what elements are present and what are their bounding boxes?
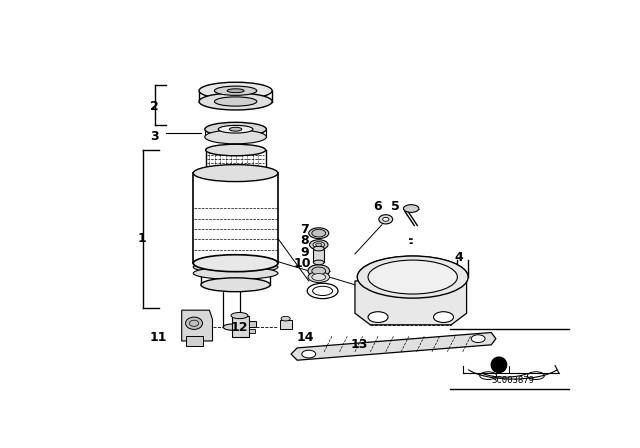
Polygon shape	[291, 332, 496, 360]
Bar	[280, 320, 292, 329]
Ellipse shape	[193, 267, 278, 280]
Ellipse shape	[312, 267, 326, 275]
Ellipse shape	[383, 217, 389, 221]
Text: 12: 12	[230, 321, 248, 334]
Ellipse shape	[357, 256, 468, 298]
Ellipse shape	[193, 261, 278, 273]
Ellipse shape	[193, 255, 278, 271]
Text: 2: 2	[150, 99, 159, 112]
Ellipse shape	[218, 125, 253, 133]
Bar	[232, 315, 249, 337]
Ellipse shape	[201, 278, 270, 292]
Text: 3C003879: 3C003879	[492, 376, 534, 385]
Polygon shape	[182, 310, 212, 341]
Ellipse shape	[308, 265, 330, 277]
Ellipse shape	[186, 317, 202, 329]
Text: 13: 13	[350, 338, 367, 351]
Ellipse shape	[281, 316, 291, 321]
Text: 5: 5	[390, 200, 399, 213]
Ellipse shape	[368, 260, 458, 294]
Circle shape	[492, 357, 507, 373]
Ellipse shape	[223, 324, 240, 330]
Ellipse shape	[227, 89, 244, 93]
Text: 14: 14	[296, 331, 314, 344]
Ellipse shape	[313, 241, 324, 248]
Ellipse shape	[231, 144, 240, 148]
Ellipse shape	[308, 228, 329, 238]
Bar	[249, 321, 257, 327]
Ellipse shape	[214, 86, 257, 95]
Text: 3: 3	[150, 130, 159, 143]
Ellipse shape	[199, 82, 272, 99]
Ellipse shape	[193, 165, 278, 181]
Bar	[314, 249, 324, 263]
Text: 1: 1	[138, 232, 146, 245]
Ellipse shape	[302, 350, 316, 358]
Ellipse shape	[231, 313, 248, 319]
Text: 10: 10	[294, 258, 311, 271]
Ellipse shape	[403, 205, 419, 212]
Bar	[186, 336, 204, 345]
Ellipse shape	[312, 274, 326, 280]
Text: 8: 8	[301, 234, 309, 247]
Ellipse shape	[214, 97, 257, 106]
Ellipse shape	[310, 240, 328, 250]
Text: 6: 6	[374, 200, 382, 213]
Bar	[249, 329, 255, 333]
Ellipse shape	[471, 335, 485, 343]
Ellipse shape	[314, 260, 324, 265]
Text: 11: 11	[150, 331, 167, 344]
Text: 4: 4	[454, 251, 463, 264]
Text: 9: 9	[301, 246, 309, 259]
Ellipse shape	[205, 168, 266, 179]
Ellipse shape	[205, 130, 266, 144]
Ellipse shape	[205, 122, 266, 136]
Polygon shape	[355, 281, 467, 325]
Ellipse shape	[308, 271, 330, 282]
Ellipse shape	[368, 312, 388, 323]
Text: 7: 7	[301, 223, 309, 236]
Ellipse shape	[205, 144, 266, 156]
Ellipse shape	[433, 312, 454, 323]
Ellipse shape	[199, 93, 272, 110]
Ellipse shape	[230, 127, 242, 131]
Ellipse shape	[316, 243, 322, 246]
Ellipse shape	[312, 229, 326, 237]
Ellipse shape	[314, 246, 324, 251]
Ellipse shape	[379, 215, 393, 224]
